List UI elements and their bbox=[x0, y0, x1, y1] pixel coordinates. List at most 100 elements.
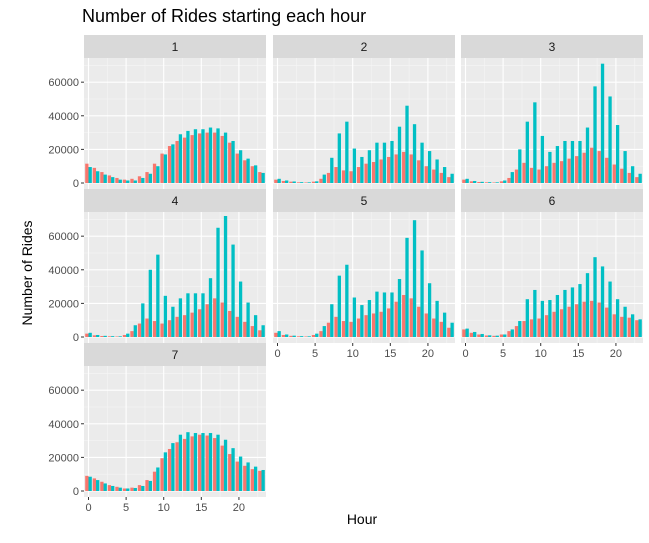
bar-series2-hour-3 bbox=[111, 336, 115, 337]
bar-series1-hour-11 bbox=[167, 320, 172, 337]
bar-series1-hour-9 bbox=[152, 471, 157, 491]
bar-series2-hour-4 bbox=[118, 336, 122, 337]
bar-series2-hour-21 bbox=[246, 302, 250, 337]
bar-series2-hour-13 bbox=[375, 142, 379, 183]
bar-series1-hour-10 bbox=[160, 323, 164, 337]
bar-series2-hour-8 bbox=[148, 173, 152, 183]
bar-series1-hour-4 bbox=[115, 177, 119, 183]
bar-series2-hour-22 bbox=[253, 466, 258, 491]
bar-series2-hour-13 bbox=[563, 140, 567, 183]
bar-series2-hour-11 bbox=[548, 300, 552, 337]
bar-series2-hour-5 bbox=[126, 333, 130, 337]
bar-series2-hour-0 bbox=[88, 332, 92, 337]
bar-series1-hour-0 bbox=[274, 179, 278, 183]
bar-series1-hour-20 bbox=[235, 316, 239, 337]
facet-strip-label: 6 bbox=[549, 194, 556, 208]
bar-series2-hour-9 bbox=[345, 264, 349, 337]
bar-series1-hour-22 bbox=[250, 326, 254, 337]
bar-series1-hour-15 bbox=[198, 434, 202, 491]
bar-series1-hour-2 bbox=[100, 335, 104, 337]
bar-series1-hour-14 bbox=[379, 311, 383, 337]
bar-series1-hour-18 bbox=[220, 302, 224, 337]
bar-series2-hour-10 bbox=[540, 135, 545, 183]
bar-series2-hour-22 bbox=[442, 167, 447, 183]
bar-series1-hour-6 bbox=[130, 178, 134, 183]
bar-series2-hour-9 bbox=[156, 254, 160, 337]
bar-series1-hour-16 bbox=[205, 304, 209, 337]
bar-series1-hour-21 bbox=[432, 318, 436, 337]
bar-series2-hour-5 bbox=[315, 333, 319, 337]
bar-series1-hour-0 bbox=[85, 475, 89, 491]
bar-series1-hour-21 bbox=[243, 160, 247, 183]
bar-series2-hour-6 bbox=[133, 487, 137, 491]
bar-series1-hour-20 bbox=[424, 166, 428, 183]
bar-series1-hour-22 bbox=[439, 321, 443, 337]
bar-series1-hour-11 bbox=[167, 448, 172, 491]
facet-strip bbox=[84, 343, 266, 366]
y-tick-label: 0 bbox=[73, 178, 79, 190]
bar-series2-hour-11 bbox=[360, 156, 364, 183]
bar-series1-hour-13 bbox=[371, 161, 376, 183]
bar-series2-hour-12 bbox=[555, 294, 560, 337]
bar-series1-hour-19 bbox=[228, 142, 232, 183]
bar-series1-hour-9 bbox=[529, 319, 534, 337]
bar-series2-hour-21 bbox=[435, 159, 439, 183]
bar-series1-hour-20 bbox=[612, 164, 616, 183]
x-tick-label: 0 bbox=[85, 502, 91, 514]
bar-series1-hour-21 bbox=[620, 316, 624, 337]
bar-series2-hour-10 bbox=[163, 154, 168, 183]
bar-series2-hour-9 bbox=[345, 121, 349, 183]
bar-series2-hour-2 bbox=[103, 483, 107, 491]
bar-series1-hour-7 bbox=[514, 326, 519, 337]
bar-series2-hour-14 bbox=[570, 140, 575, 183]
x-tick-label: 20 bbox=[422, 348, 434, 360]
bar-series1-hour-4 bbox=[304, 182, 308, 183]
bar-series1-hour-8 bbox=[145, 318, 149, 337]
bar-series2-hour-15 bbox=[578, 140, 582, 183]
bar-series2-hour-7 bbox=[141, 177, 145, 183]
facet-strip bbox=[273, 35, 455, 58]
bar-series1-hour-0 bbox=[85, 333, 89, 337]
bar-series2-hour-23 bbox=[261, 469, 265, 491]
bar-series1-hour-9 bbox=[341, 321, 346, 337]
bar-series1-hour-5 bbox=[499, 181, 504, 183]
bar-series1-hour-14 bbox=[190, 312, 194, 337]
bar-series2-hour-16 bbox=[585, 127, 590, 183]
bar-series1-hour-6 bbox=[507, 177, 511, 183]
bar-series2-hour-18 bbox=[600, 266, 605, 337]
bar-series2-hour-9 bbox=[533, 289, 537, 337]
bar-series1-hour-13 bbox=[559, 309, 564, 337]
bar-series2-hour-6 bbox=[510, 172, 514, 183]
bar-series1-hour-2 bbox=[100, 172, 104, 183]
x-axis-title: Hour bbox=[347, 511, 378, 527]
bar-series1-hour-18 bbox=[409, 298, 413, 337]
bar-series2-hour-0 bbox=[277, 178, 281, 183]
bar-series1-hour-4 bbox=[115, 336, 119, 337]
bar-series1-hour-10 bbox=[160, 153, 164, 183]
bar-series1-hour-20 bbox=[612, 314, 616, 337]
bar-series1-hour-21 bbox=[620, 168, 624, 183]
facet-strip bbox=[461, 35, 643, 58]
bar-series2-hour-13 bbox=[186, 293, 190, 337]
x-tick-label: 10 bbox=[158, 502, 170, 514]
x-tick-label: 15 bbox=[572, 348, 584, 360]
bar-series1-hour-0 bbox=[85, 163, 89, 183]
bar-series1-hour-14 bbox=[567, 306, 571, 337]
bar-series1-hour-16 bbox=[582, 301, 586, 337]
bar-series2-hour-1 bbox=[285, 334, 289, 337]
y-tick-label: 0 bbox=[73, 332, 79, 344]
bar-series2-hour-15 bbox=[578, 284, 582, 337]
facet-strip-label: 1 bbox=[172, 40, 179, 54]
bar-series1-hour-22 bbox=[250, 166, 254, 183]
bar-series2-hour-22 bbox=[253, 165, 258, 183]
bar-series2-hour-23 bbox=[450, 322, 454, 337]
bar-series1-hour-4 bbox=[304, 336, 308, 337]
bar-series2-hour-19 bbox=[231, 448, 235, 491]
bar-series1-hour-23 bbox=[258, 330, 262, 337]
bar-series2-hour-19 bbox=[420, 250, 424, 337]
bar-series2-hour-23 bbox=[638, 319, 642, 337]
bar-series1-hour-3 bbox=[296, 336, 301, 337]
bar-series1-hour-18 bbox=[220, 135, 224, 183]
bar-series2-hour-1 bbox=[285, 180, 289, 183]
